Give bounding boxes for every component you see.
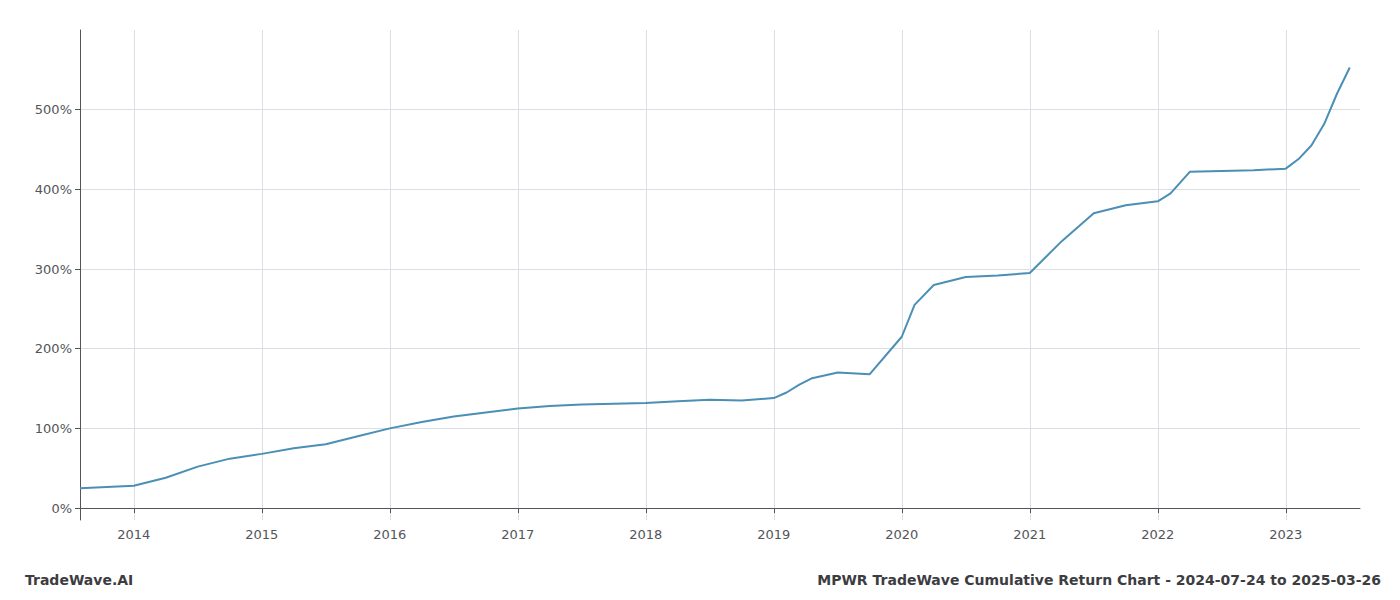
svg-text:0%: 0% [51,501,72,516]
svg-text:2018: 2018 [629,527,662,542]
svg-text:2016: 2016 [373,527,406,542]
svg-text:2023: 2023 [1269,527,1302,542]
svg-text:2019: 2019 [757,527,790,542]
svg-text:200%: 200% [35,341,72,356]
svg-text:300%: 300% [35,262,72,277]
svg-text:2021: 2021 [1013,527,1046,542]
svg-text:TradeWave.AI: TradeWave.AI [25,572,133,588]
svg-text:2014: 2014 [117,527,150,542]
svg-text:500%: 500% [35,102,72,117]
svg-text:2022: 2022 [1141,527,1174,542]
svg-text:MPWR TradeWave Cumulative Retu: MPWR TradeWave Cumulative Return Chart -… [817,572,1381,588]
svg-text:2020: 2020 [885,527,918,542]
svg-text:2017: 2017 [501,527,534,542]
svg-text:2015: 2015 [245,527,278,542]
svg-text:400%: 400% [35,182,72,197]
svg-text:100%: 100% [35,421,72,436]
